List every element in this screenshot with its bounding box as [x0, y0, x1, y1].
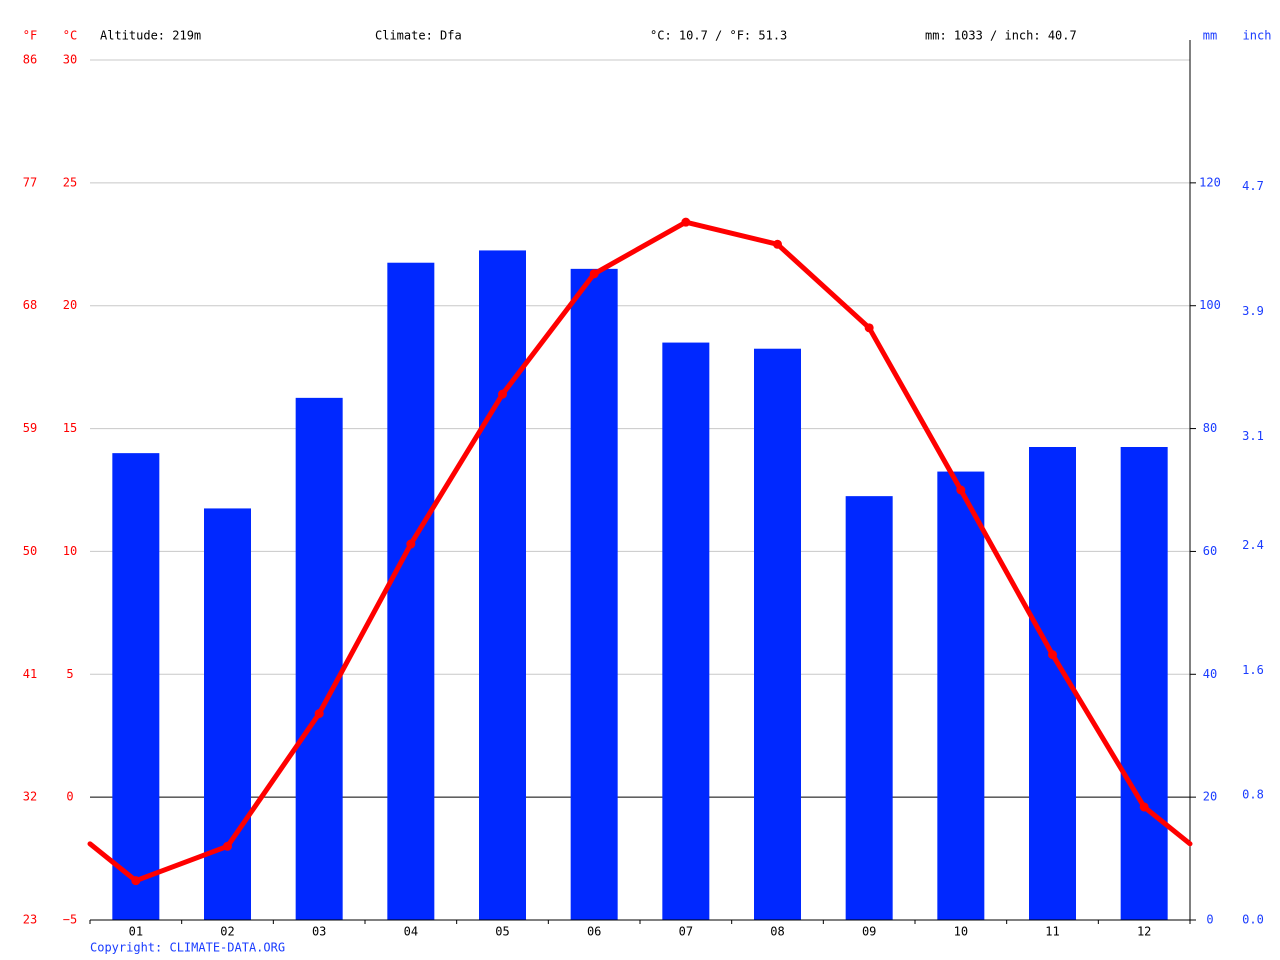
- inch-axis-label: inch: [1243, 29, 1272, 43]
- fahrenheit-tick-label: 32: [23, 790, 37, 804]
- inch-tick-label: 0.0: [1242, 913, 1264, 927]
- bar: [387, 262, 435, 920]
- bar: [937, 471, 985, 920]
- inch-tick-label: 0.8: [1242, 788, 1264, 802]
- y-tick-label: 15: [63, 421, 77, 435]
- y2-tick-label: 120: [1199, 175, 1221, 189]
- temperature-point: [1139, 802, 1149, 812]
- y-tick-label: −5: [63, 913, 77, 927]
- bar: [754, 348, 801, 920]
- y-tick-label: 25: [63, 175, 77, 189]
- temperature-point: [956, 485, 966, 495]
- y-tick-label: 10: [63, 544, 77, 558]
- bar: [112, 453, 160, 920]
- bar: [570, 268, 618, 920]
- inch-tick-label: 3.1: [1242, 429, 1264, 443]
- inch-tick-label: 1.6: [1242, 663, 1264, 677]
- mm-axis-label: mm: [1203, 29, 1217, 43]
- temperature-point: [773, 239, 782, 249]
- fahrenheit-tick-label: 86: [23, 53, 37, 67]
- y2-tick-label: 20: [1203, 790, 1217, 804]
- temperature-point: [498, 389, 507, 399]
- temperature-point: [131, 876, 141, 886]
- y2-tick-label: 80: [1203, 421, 1217, 435]
- fahrenheit-axis-label: °F: [23, 29, 37, 43]
- y2-tick-label: 60: [1203, 544, 1217, 558]
- x-tick-label: 10: [954, 925, 968, 939]
- x-tick-label: 01: [129, 925, 143, 939]
- x-tick-label: 04: [404, 925, 418, 939]
- y2-tick-label: 40: [1203, 667, 1217, 681]
- x-tick-label: 07: [679, 925, 693, 939]
- y2-tick-label: 100: [1199, 298, 1221, 312]
- x-tick-label: 03: [312, 925, 326, 939]
- fahrenheit-tick-label: 23: [23, 913, 37, 927]
- inch-tick-label: 4.7: [1242, 179, 1264, 193]
- temperature-point: [1048, 650, 1057, 660]
- bar: [479, 250, 526, 920]
- y-tick-label: 30: [63, 53, 77, 67]
- temperature-point: [314, 709, 324, 719]
- x-tick-label: 06: [587, 925, 601, 939]
- x-tick-label: 12: [1137, 925, 1151, 939]
- x-tick-label: 02: [220, 925, 234, 939]
- y-tick-label: 5: [66, 667, 73, 681]
- inch-tick-label: 2.4: [1242, 538, 1264, 552]
- temperature-point: [406, 539, 416, 549]
- x-tick-label: 05: [495, 925, 509, 939]
- y-tick-label: 20: [63, 298, 77, 312]
- fahrenheit-tick-label: 68: [23, 298, 37, 312]
- bar: [295, 397, 343, 920]
- mean-temperature: °C: 10.7 / °F: 51.3: [650, 29, 787, 43]
- bar: [1120, 447, 1168, 920]
- climate: Climate: Dfa: [375, 29, 462, 43]
- altitude: Altitude: 219m: [100, 29, 201, 43]
- fahrenheit-tick-label: 41: [23, 667, 37, 681]
- fahrenheit-tick-label: 50: [23, 544, 37, 558]
- celsius-axis-label: °C: [63, 29, 77, 43]
- temperature-line: [134, 219, 1147, 884]
- temperature-point: [681, 217, 691, 227]
- line-wrap: [1141, 804, 1193, 847]
- bar: [662, 342, 710, 921]
- fahrenheit-tick-label: 77: [23, 175, 37, 189]
- x-tick-label: 09: [862, 925, 876, 939]
- fahrenheit-tick-label: 59: [23, 421, 37, 435]
- x-tick-label: 08: [770, 925, 784, 939]
- temperature-point: [589, 269, 599, 279]
- line-wrap: [87, 841, 139, 884]
- bar: [204, 508, 251, 920]
- x-tick-label: 11: [1045, 925, 1059, 939]
- y-tick-label: 0: [66, 790, 73, 804]
- bar: [845, 496, 893, 920]
- copyright: Copyright: CLIMATE-DATA.ORG: [90, 941, 285, 955]
- temperature-point: [223, 841, 232, 851]
- temperature-point: [864, 323, 874, 333]
- total-precipitation: mm: 1033 / inch: 40.7: [925, 29, 1077, 43]
- y2-tick-label: 0: [1206, 913, 1213, 927]
- inch-tick-label: 3.9: [1242, 304, 1264, 318]
